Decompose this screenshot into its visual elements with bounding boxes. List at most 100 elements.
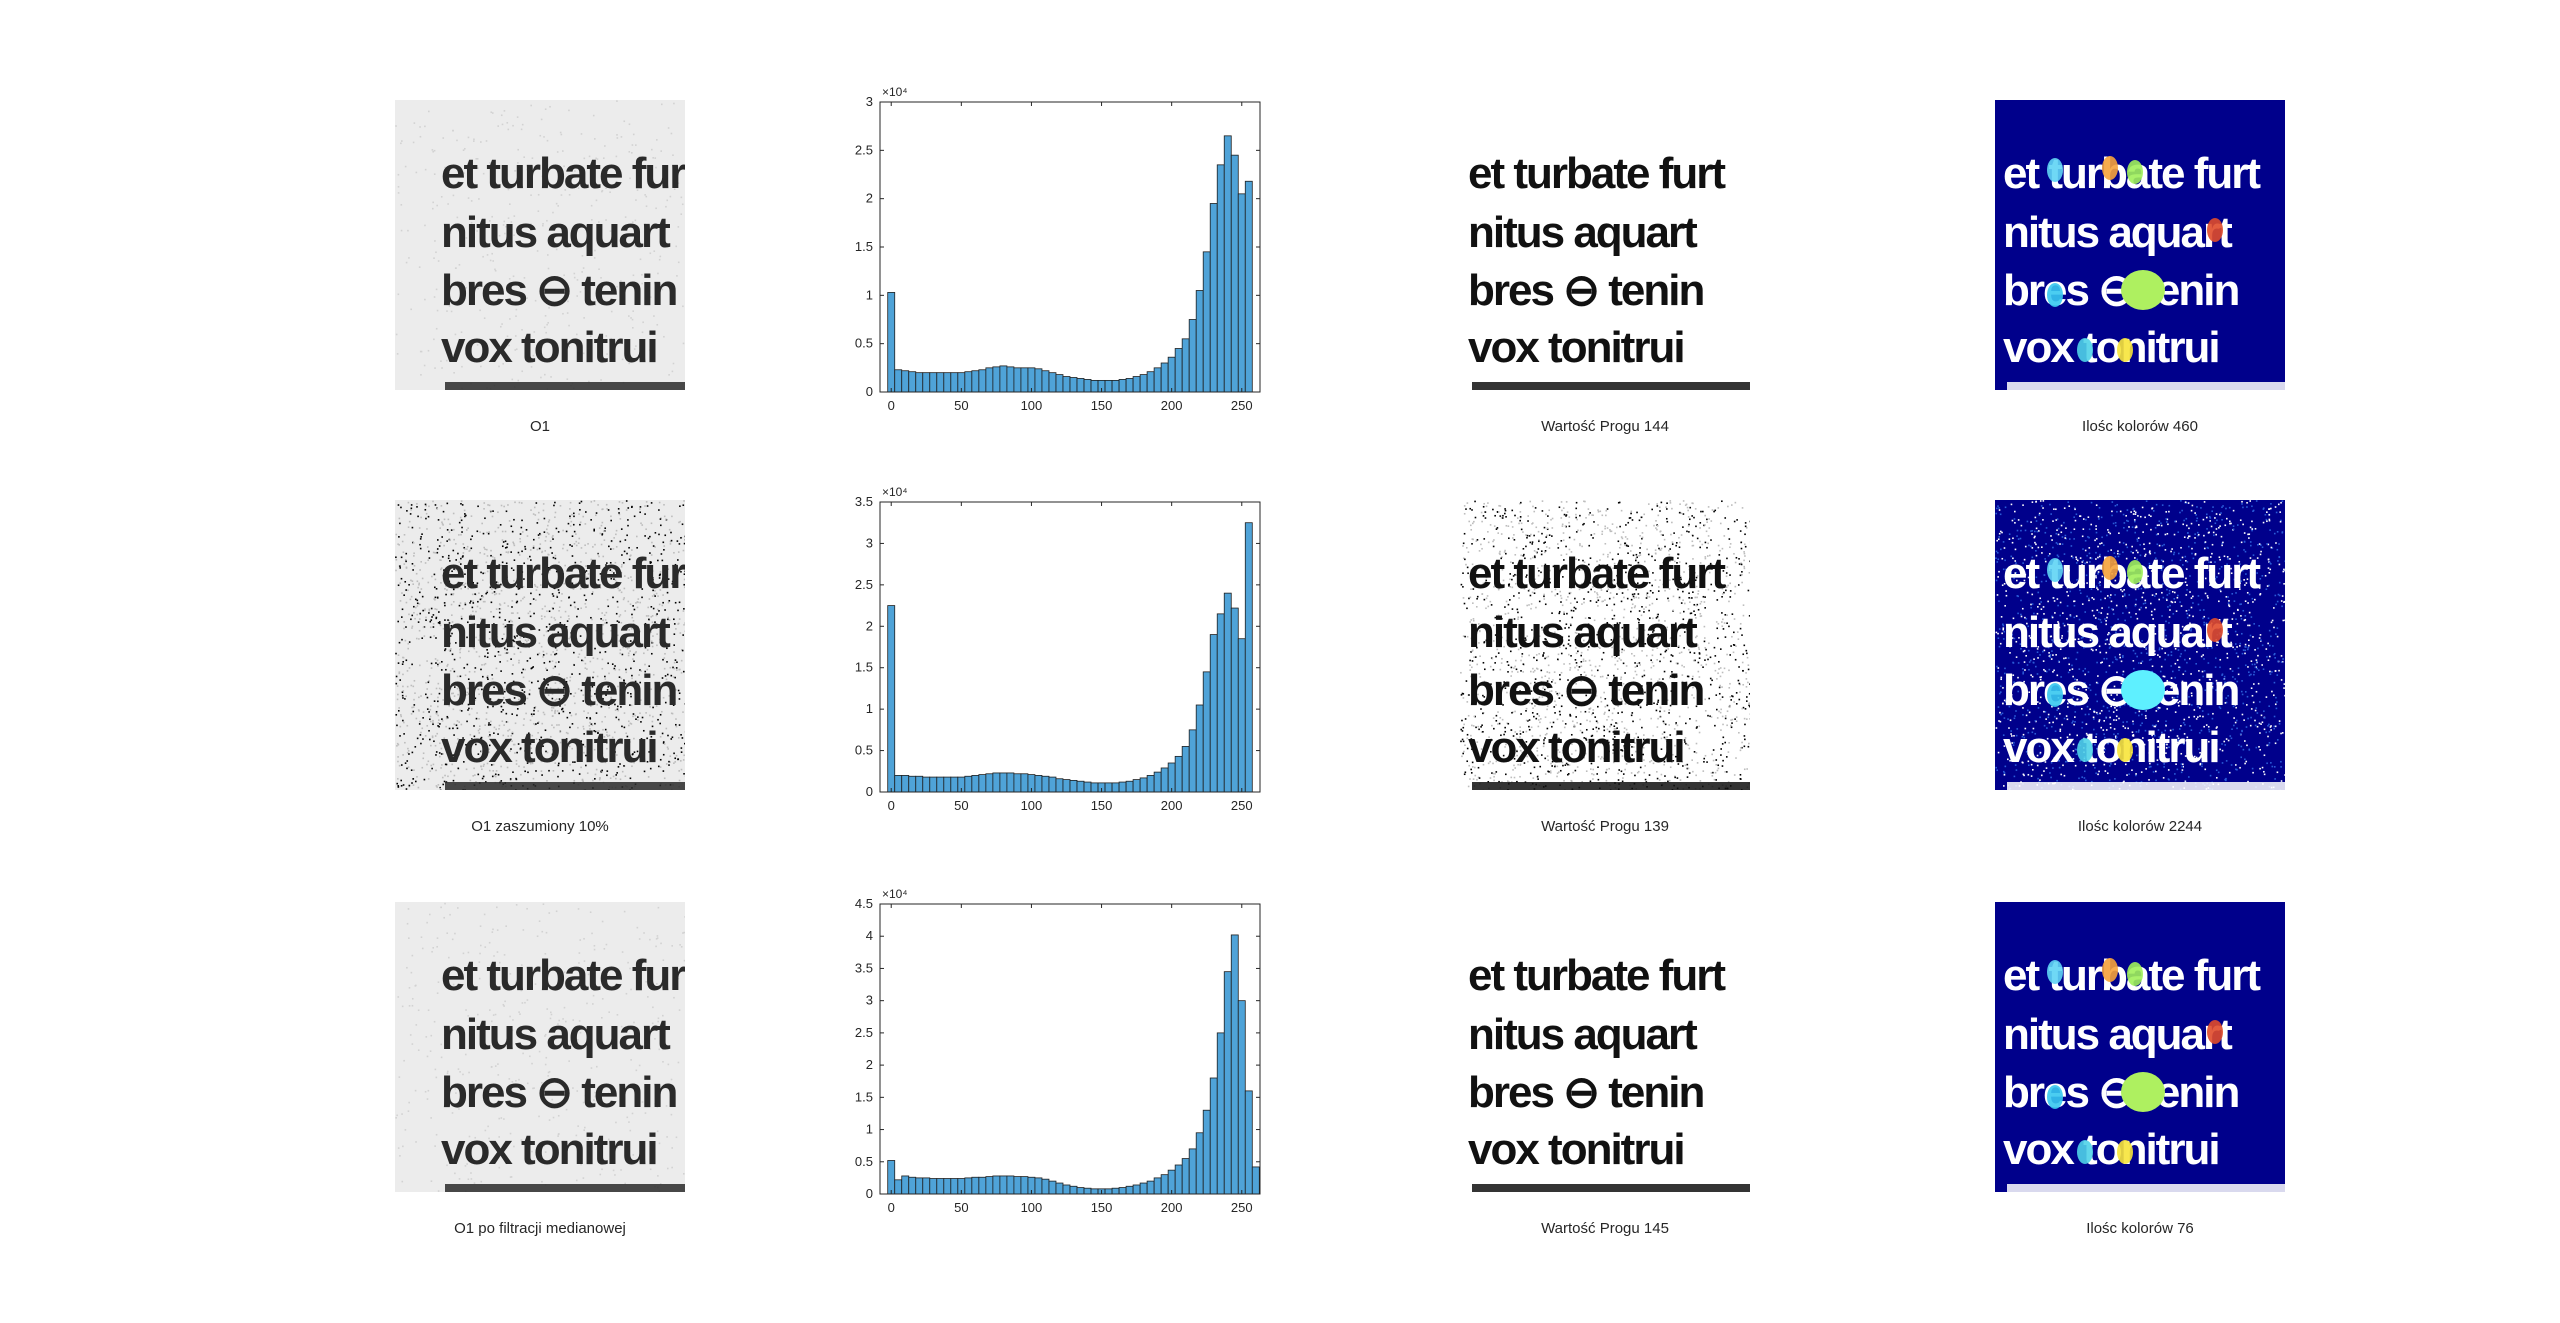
noise-speck	[1494, 750, 1496, 753]
noise-speck	[529, 615, 532, 618]
noise-speck	[444, 619, 446, 621]
noise-speck	[594, 543, 596, 546]
noise-speck	[599, 651, 601, 654]
noise-speck	[632, 658, 634, 660]
noise-speck	[1575, 652, 1578, 655]
y-exponent-label: ×10⁴	[882, 485, 908, 499]
noise-speck	[1517, 618, 1519, 620]
noise-speck	[395, 533, 398, 536]
noise-speck	[655, 166, 657, 169]
noise-speck	[518, 698, 520, 701]
noise-speck	[1575, 682, 1577, 685]
noise-speck	[1731, 504, 1733, 506]
noise-speck	[640, 721, 642, 723]
noise-speck	[1557, 547, 1560, 549]
noise-speck	[1469, 524, 1472, 527]
noise-speck	[472, 646, 475, 649]
noise-speck	[628, 558, 631, 561]
noise-speck	[1464, 558, 1466, 561]
noise-speck	[1530, 607, 1532, 610]
noise-speck	[1628, 702, 1630, 704]
noise-speck	[1473, 656, 1475, 659]
noise-speck	[649, 296, 652, 298]
noise-speck	[573, 635, 575, 637]
noise-speck	[412, 778, 415, 780]
noise-speck	[1613, 562, 1616, 565]
noise-speck	[495, 770, 498, 772]
noise-speck	[553, 587, 556, 590]
noise-speck	[619, 763, 621, 765]
noise-speck	[491, 775, 494, 778]
noise-speck	[1683, 582, 1686, 585]
noise-speck	[1684, 626, 1686, 629]
noise-speck	[400, 779, 403, 782]
noise-speck	[683, 578, 685, 581]
noise-speck	[515, 641, 518, 644]
noise-speck	[1717, 622, 1720, 625]
noise-speck	[446, 715, 449, 718]
noise-speck	[440, 567, 443, 569]
histogram-bar	[1139, 777, 1148, 793]
noise-speck	[1666, 520, 1669, 523]
noise-speck	[428, 557, 431, 559]
noise-speck	[517, 162, 519, 164]
noise-speck	[1584, 617, 1587, 620]
noise-speck	[643, 652, 645, 655]
noise-speck	[445, 593, 447, 596]
noise-speck	[1531, 541, 1534, 543]
noise-speck	[1677, 646, 1680, 649]
noise-speck	[1654, 549, 1657, 551]
noise-speck	[635, 602, 637, 604]
noise-speck	[666, 575, 669, 577]
noise-speck	[546, 751, 549, 754]
noise-speck	[1574, 586, 1576, 589]
noise-speck	[1560, 501, 1563, 503]
noise-speck	[431, 616, 433, 618]
noise-speck	[545, 687, 548, 689]
histogram-bar	[1132, 376, 1141, 393]
y-tick-label: 2	[866, 191, 873, 206]
noise-speck	[1656, 658, 1658, 661]
noise-speck	[1728, 600, 1730, 603]
noise-speck	[673, 651, 675, 653]
noise-speck	[494, 268, 496, 271]
noise-speck	[494, 773, 497, 776]
noise-speck	[416, 605, 419, 607]
noise-speck	[1539, 734, 1542, 737]
noise-speck	[484, 662, 487, 665]
noise-speck	[432, 201, 434, 204]
noise-speck	[1613, 736, 1616, 738]
noise-speck	[500, 583, 502, 586]
noise-speck	[649, 552, 651, 554]
noise-speck	[649, 561, 652, 563]
noise-speck	[1461, 692, 1464, 695]
noise-speck	[600, 693, 603, 696]
noise-speck	[547, 684, 549, 686]
noise-speck	[486, 706, 489, 708]
noise-speck	[1498, 618, 1501, 620]
noise-speck	[1629, 517, 1632, 519]
noise-speck	[502, 709, 504, 711]
noise-speck	[472, 610, 474, 613]
noise-speck	[546, 254, 549, 256]
noise-speck	[617, 508, 620, 510]
noise-speck	[489, 220, 491, 222]
noise-speck	[405, 566, 408, 569]
noise-speck	[1482, 515, 1485, 517]
noise-speck	[425, 681, 427, 684]
noise-speck	[1596, 740, 1598, 743]
noise-speck	[454, 267, 457, 269]
noise-speck	[411, 614, 414, 617]
noise-speck	[1637, 736, 1640, 739]
noise-speck	[567, 615, 570, 617]
noise-speck	[1470, 772, 1473, 774]
noise-speck	[630, 628, 633, 630]
noise-speck	[1580, 673, 1582, 676]
noise-speck	[426, 688, 429, 690]
noise-speck	[1569, 715, 1572, 717]
noise-speck	[595, 768, 598, 771]
noise-speck	[1551, 517, 1554, 520]
noise-speck	[1542, 687, 1544, 689]
noise-speck	[1486, 628, 1489, 631]
